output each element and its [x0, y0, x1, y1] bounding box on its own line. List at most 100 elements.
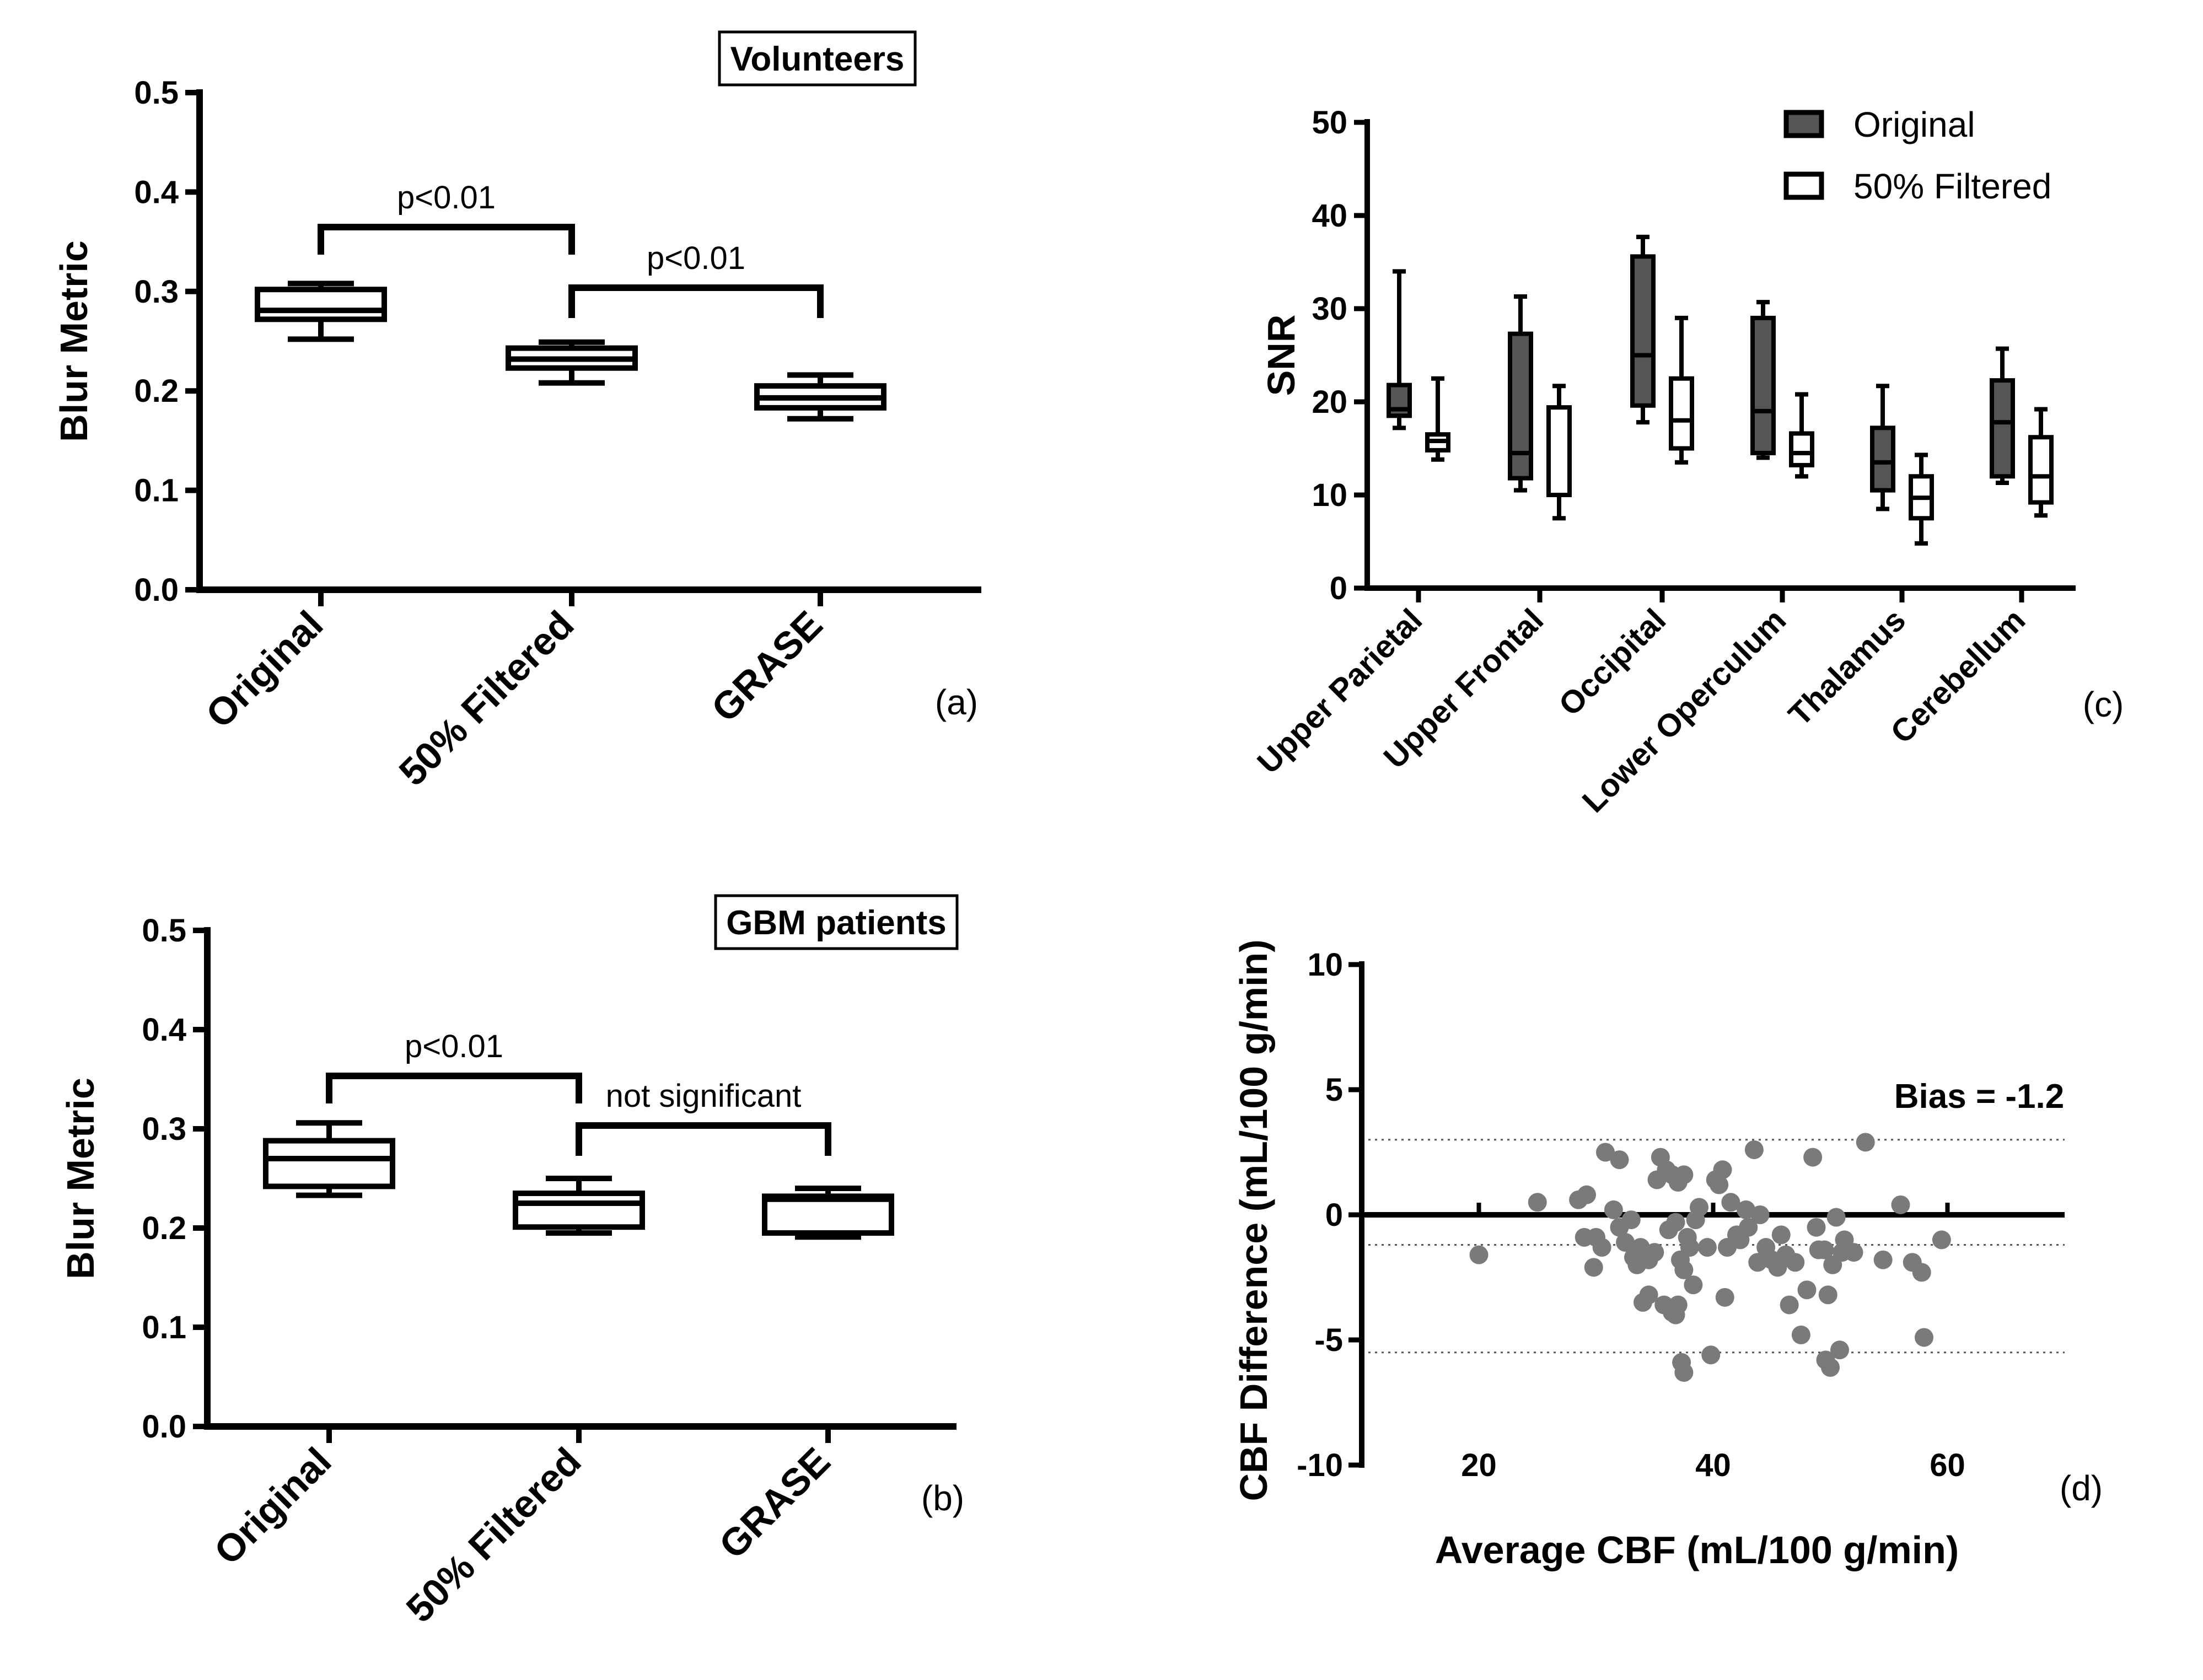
scatter-point	[1844, 1243, 1863, 1262]
box-0	[1387, 269, 1412, 430]
y-tick-label: 0.2	[142, 1210, 186, 1246]
y-tick-label: 0.1	[134, 473, 179, 509]
panel-d-bland-altman: -10 -5 0 5 10 20 40 60 CBF Difference (mL/100 g/…	[1232, 939, 2103, 1571]
panel-label: (a)	[935, 682, 978, 722]
scatter-point	[1786, 1253, 1805, 1272]
scatter-point	[1666, 1305, 1685, 1324]
box-iqr	[1870, 426, 1895, 493]
scatter-point	[1748, 1253, 1767, 1272]
panel-label: (b)	[921, 1478, 964, 1518]
panel-title: GBM patients	[714, 894, 959, 950]
scatter-point	[1915, 1328, 1933, 1347]
box-iqr	[263, 1138, 395, 1189]
legend-label-filtered: 50% Filtered	[1853, 166, 2051, 206]
scatter-point	[1780, 1295, 1799, 1315]
scatter-point	[1856, 1133, 1875, 1152]
box-2	[754, 372, 886, 422]
box-iqr	[513, 1191, 645, 1230]
scatter-point	[1621, 1210, 1641, 1230]
y-tick-label: 0.5	[142, 913, 186, 949]
significance-bracket	[576, 1122, 831, 1156]
box-iqr	[255, 287, 387, 322]
box-4	[1870, 384, 1895, 511]
legend-label-original: Original	[1853, 105, 1975, 144]
scatter-point	[1674, 1260, 1694, 1279]
y-tick-label: 30	[1312, 291, 1347, 327]
box-2	[1630, 234, 1656, 425]
box-5	[2028, 407, 2054, 518]
scatter-point	[1715, 1288, 1734, 1307]
box-3	[1789, 392, 1814, 479]
y-tick-label: 0	[1325, 1197, 1343, 1233]
box-iqr	[1630, 254, 1656, 408]
scatter-point	[1912, 1263, 1931, 1282]
y-axis-label: SNR	[1260, 315, 1303, 396]
scatter-point	[1807, 1218, 1826, 1237]
scatter-point	[1604, 1200, 1623, 1219]
scatter-point	[1710, 1175, 1729, 1194]
title-frame	[714, 894, 959, 950]
x-category-label: Original	[206, 1439, 339, 1573]
x-axis-label: Average CBF (mL/100 g/min)	[1435, 1528, 1959, 1571]
scatter-point	[1721, 1193, 1740, 1212]
box-4	[1909, 453, 1934, 546]
scatter-point	[1830, 1340, 1849, 1360]
title-text: Volunteers	[730, 40, 905, 78]
x-category-label: 50% Filtered	[391, 602, 582, 794]
box-iqr	[1546, 405, 1572, 498]
scatter-point	[1797, 1280, 1817, 1300]
box-iqr	[762, 1193, 894, 1236]
scatter-point	[1771, 1225, 1791, 1245]
box-iqr	[1750, 315, 1776, 455]
scatter-point	[1639, 1285, 1658, 1305]
legend: Original 50% Filtered	[1783, 105, 2051, 206]
x-category-label: Thalamus	[1782, 602, 1912, 733]
scatter-point	[1873, 1250, 1893, 1269]
scatter-point	[1701, 1345, 1721, 1365]
box-5	[1990, 346, 2015, 486]
box-iqr	[1669, 376, 1694, 451]
scatter-point	[1528, 1193, 1547, 1212]
y-tick-label: 0.3	[134, 274, 179, 310]
scatter-point	[1826, 1208, 1846, 1227]
box-0	[1425, 376, 1450, 462]
series-original	[1387, 234, 2015, 511]
significance-bracket	[326, 1073, 582, 1103]
y-tick-label: -10	[1297, 1447, 1343, 1483]
y-tick-label: 0.4	[134, 174, 179, 210]
scatter-point	[1616, 1232, 1635, 1252]
y-tick-label: -5	[1314, 1322, 1343, 1358]
scatter-point	[1469, 1245, 1489, 1264]
box-3	[1750, 300, 1776, 460]
y-axis-label: CBF Difference (mL/100 g/min)	[1232, 939, 1275, 1501]
x-category-label: GRASE	[703, 602, 830, 730]
scatter-point	[1891, 1195, 1910, 1214]
scatter-point	[1932, 1230, 1951, 1250]
scatter-point	[1791, 1325, 1810, 1344]
scatter-point	[1750, 1205, 1770, 1224]
title-frame	[718, 30, 917, 87]
box-0	[263, 1120, 395, 1198]
scatter-point	[1666, 1213, 1685, 1232]
box-2	[762, 1186, 894, 1240]
scatter-point	[1584, 1258, 1603, 1277]
scatter-point	[1737, 1200, 1755, 1219]
significance-label: p<0.01	[397, 180, 496, 216]
y-tick-label: 0.3	[142, 1111, 186, 1147]
y-tick-label: 40	[1312, 198, 1347, 234]
scatter-point	[1818, 1285, 1837, 1305]
scatter-point	[1610, 1150, 1629, 1170]
y-tick-label: 0.4	[142, 1012, 186, 1048]
scatter-point	[1645, 1243, 1664, 1262]
y-tick-label: 0.5	[134, 75, 179, 111]
x-category-label: Occipital	[1552, 602, 1673, 723]
significance-label: p<0.01	[647, 240, 745, 276]
box-1	[1508, 294, 1533, 493]
legend-swatch-filtered	[1783, 171, 1824, 200]
scatter-point	[1821, 1358, 1840, 1377]
series-filtered	[1425, 315, 2054, 546]
scatter-point	[1803, 1148, 1823, 1167]
y-tick-label: 0.1	[142, 1310, 186, 1345]
